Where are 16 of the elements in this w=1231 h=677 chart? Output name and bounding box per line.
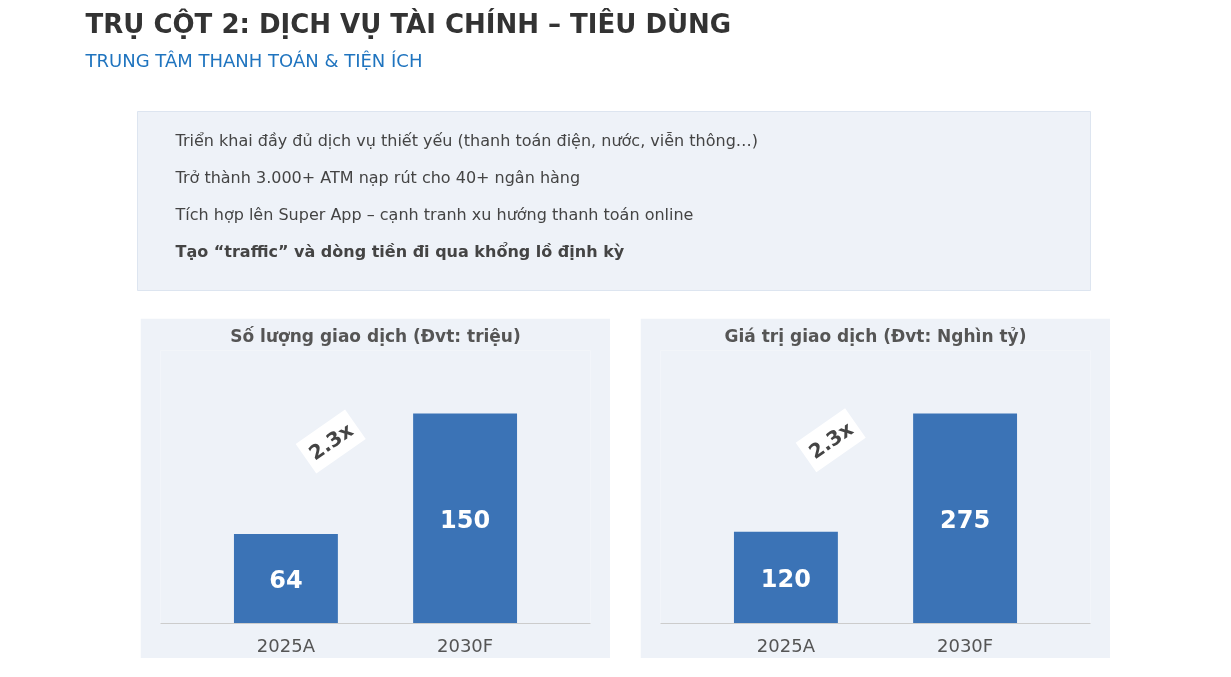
text: Tích hợp lên Super App – cạnh tranh xu hướng thanh toán online: [174, 205, 694, 224]
text: TRUNG TÂM THANH TOÁN & TIỆN ÍCH: [84, 49, 423, 71]
chart-title: Giá trị giao dịch (Đvt: Nghìn tỷ): [724, 325, 1027, 346]
data-label: 120: [760, 564, 811, 593]
text: Tạo “traffic” và dòng tiền đi qua khổng lồ định kỳ: [175, 242, 625, 261]
x-tick-label: 2025A: [756, 634, 816, 656]
text: TRỤ CỘT 2: DỊCH VỤ TÀI CHÍNH – TIÊU DÙNG: [85, 7, 732, 39]
x-tick-label: 2025A: [256, 634, 316, 656]
data-label: 64: [269, 565, 303, 594]
text: Triển khai đầy đủ dịch vụ thiết yếu (thanh toán điện, nước, viễn thông…): [174, 131, 759, 150]
data-label: 150: [440, 505, 491, 534]
x-tick-label: 2030F: [437, 634, 494, 656]
data-label: 275: [940, 505, 991, 534]
chart-title: Số lượng giao dịch (Đvt: triệu): [230, 325, 521, 346]
text: Trở thành 3.000+ ATM nạp rút cho 40+ ngân hàng: [174, 168, 581, 187]
x-tick-label: 2030F: [937, 634, 994, 656]
